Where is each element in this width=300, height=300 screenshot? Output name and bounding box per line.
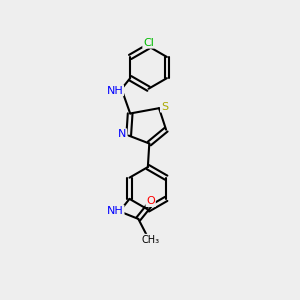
Text: NH: NH [106, 85, 123, 95]
Text: NH: NH [107, 206, 124, 216]
Text: CH₃: CH₃ [141, 235, 159, 244]
Text: S: S [161, 102, 168, 112]
Text: N: N [118, 129, 126, 139]
Text: Cl: Cl [143, 38, 154, 48]
Text: O: O [146, 196, 155, 206]
